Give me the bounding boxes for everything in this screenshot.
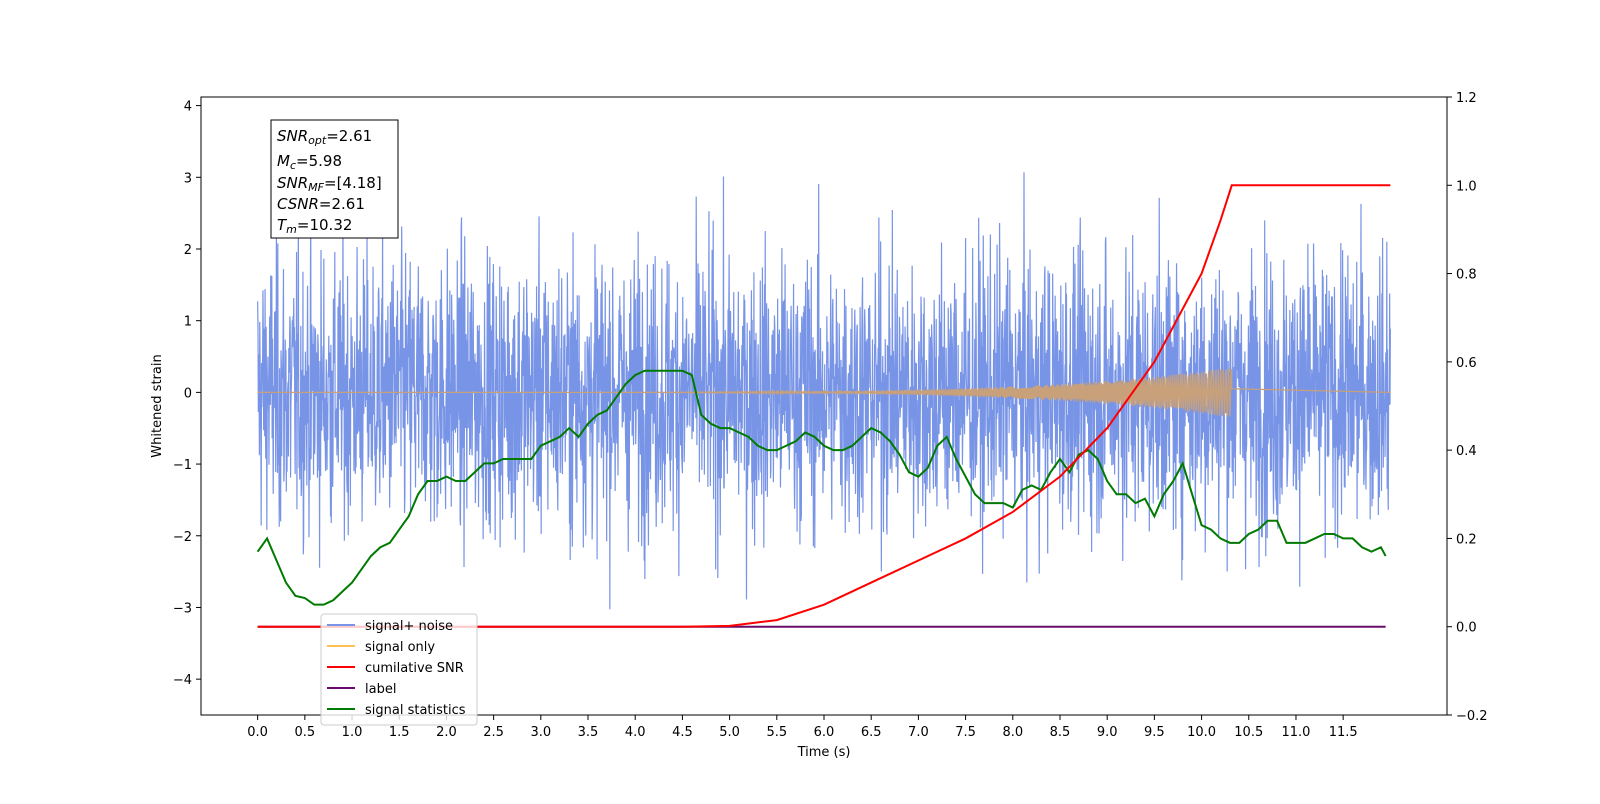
info-box: SNRopt=2.61 Mc=5.98 SNRMF=[4.18] CSNR=2.… xyxy=(270,119,399,239)
x-tick-label: 6.0 xyxy=(814,725,835,740)
x-tick-label: 7.0 xyxy=(908,725,929,740)
x-tick-label: 0.5 xyxy=(294,725,315,740)
legend-label-signal-statistics: signal statistics xyxy=(365,703,466,718)
legend-label-signal-noise: signal+ noise xyxy=(365,619,453,634)
x-tick-label: 0.0 xyxy=(247,725,268,740)
x-tick-label: 9.5 xyxy=(1144,725,1165,740)
y-left-tick-label: 3 xyxy=(184,171,192,186)
y-axis-left: −4 −3 −2 −1 0 1 2 3 4 xyxy=(173,100,201,688)
x-tick-label: 1.0 xyxy=(342,725,363,740)
x-tick-label: 3.5 xyxy=(578,725,599,740)
y-right-tick-label: 0.4 xyxy=(1456,444,1477,459)
x-tick-label: 8.0 xyxy=(1002,725,1023,740)
y-right-tick-label: 0.8 xyxy=(1456,268,1477,283)
x-tick-label: 10.0 xyxy=(1187,725,1216,740)
y-left-tick-label: 2 xyxy=(184,243,192,258)
y-left-tick-label: −3 xyxy=(173,601,192,616)
y-right-tick-label: 0.6 xyxy=(1456,356,1477,371)
legend-label-cumulative-snr: cumilative SNR xyxy=(365,661,464,676)
mc-annotation: Mc=5.98 xyxy=(277,152,342,172)
x-tick-label: 11.5 xyxy=(1329,725,1358,740)
series-signal-only xyxy=(257,367,1391,417)
y-left-tick-label: −1 xyxy=(173,458,192,473)
x-tick-label: 10.5 xyxy=(1234,725,1263,740)
y-left-tick-label: 4 xyxy=(184,100,192,115)
y-right-tick-label: 0.2 xyxy=(1456,532,1477,547)
legend-label-signal-only: signal only xyxy=(365,640,435,655)
y-left-tick-label: −4 xyxy=(173,673,192,688)
x-tick-label: 8.5 xyxy=(1050,725,1071,740)
y-axis-right: −0.2 0.0 0.2 0.4 0.6 0.8 1.0 1.2 xyxy=(1447,91,1488,724)
y-right-tick-label: 1.0 xyxy=(1456,179,1477,194)
csnr-annotation: CSNR=2.61 xyxy=(277,195,365,213)
x-tick-label: 4.5 xyxy=(672,725,693,740)
series-cumulative-snr xyxy=(257,184,1391,628)
x-tick-label: 9.0 xyxy=(1097,725,1118,740)
x-tick-label: 1.5 xyxy=(389,725,410,740)
x-tick-label: 5.0 xyxy=(719,725,740,740)
legend-frame xyxy=(320,613,478,726)
x-axis-label: Time (s) xyxy=(797,745,851,760)
x-tick-label: 4.0 xyxy=(625,725,646,740)
x-tick-label: 2.0 xyxy=(436,725,457,740)
x-tick-label: 2.5 xyxy=(483,725,504,740)
x-tick-label: 11.0 xyxy=(1281,725,1310,740)
y-left-tick-label: 1 xyxy=(184,315,192,330)
x-tick-label: 5.5 xyxy=(766,725,787,740)
tm-annotation: Tm=10.32 xyxy=(277,216,352,236)
x-tick-label: 3.0 xyxy=(530,725,551,740)
y-right-tick-label: −0.2 xyxy=(1456,709,1488,724)
info-box-frame xyxy=(270,119,399,239)
x-axis: 0.0 0.5 1.0 1.5 2.0 2.5 3.0 3.5 4.0 4.5 5.0 5.5 6.0 6… xyxy=(247,715,1358,740)
y-right-tick-label: 1.2 xyxy=(1456,91,1477,106)
snr-mf-annotation: SNRMF=[4.18] xyxy=(277,174,382,194)
legend-label-label: label xyxy=(365,682,396,697)
series-signal-statistics xyxy=(256,369,1387,606)
snr-opt-annotation: SNRopt=2.61 xyxy=(277,127,372,147)
legend: signal+ noise signal only cumilative SNR… xyxy=(320,613,478,726)
x-tick-label: 7.5 xyxy=(955,725,976,740)
x-tick-label: 6.5 xyxy=(861,725,882,740)
y-axis-label: Whitened strain xyxy=(150,354,165,457)
y-left-tick-label: −2 xyxy=(173,530,192,545)
y-left-tick-label: 0 xyxy=(184,386,192,401)
y-right-tick-label: 0.0 xyxy=(1456,621,1477,636)
